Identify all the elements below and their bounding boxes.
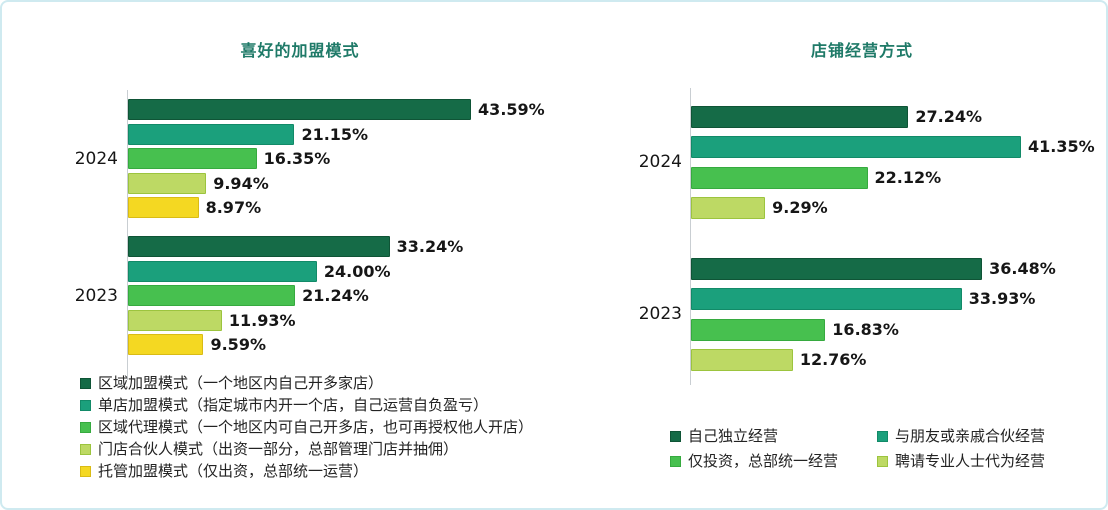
legend-swatch bbox=[80, 421, 91, 433]
value-label: 9.94% bbox=[213, 173, 269, 193]
value-label: 9.29% bbox=[772, 197, 828, 217]
legend-item: 自己独立经营 bbox=[670, 428, 877, 444]
legend-swatch bbox=[877, 430, 888, 442]
legend-swatch bbox=[877, 455, 888, 467]
bar-segment bbox=[128, 99, 472, 120]
legend-item-label: 门店合伙人模式（出资一部分，总部管理门店并抽佣） bbox=[98, 440, 459, 458]
bar-segment bbox=[691, 257, 983, 280]
bar-segment bbox=[691, 288, 962, 311]
legend-item: 托管加盟模式（仅出资，总部统一运营） bbox=[80, 460, 533, 482]
bar-segment bbox=[691, 196, 766, 219]
bar-segment bbox=[691, 106, 909, 128]
legend-item-label: 与朋友或亲戚合伙经营 bbox=[895, 427, 1046, 445]
legend-item: 聘请专业人士代为经营 bbox=[877, 453, 1045, 469]
year-label: 2023 bbox=[74, 285, 118, 306]
bar-segment bbox=[128, 123, 295, 145]
value-label: 43.59% bbox=[478, 100, 545, 119]
legend-item: 区域代理模式（一个地区内可自己开多店，也可再授权他人开店） bbox=[80, 416, 533, 438]
value-label: 36.48% bbox=[989, 258, 1056, 278]
legend-item-label: 仅投资，总部统一经营 bbox=[688, 452, 839, 470]
value-label: 27.24% bbox=[915, 107, 983, 126]
value-label: 8.97% bbox=[205, 198, 262, 217]
chart-title-store-operation: 店铺经营方式 bbox=[810, 41, 913, 60]
legend-swatch bbox=[670, 430, 681, 442]
value-label: 24.00% bbox=[323, 261, 391, 281]
value-label: 22.12% bbox=[874, 167, 942, 187]
bar-segment bbox=[691, 318, 826, 341]
legend-item-label: 聘请专业人士代为经营 bbox=[895, 452, 1046, 470]
legend-item: 仅投资，总部统一经营 bbox=[670, 453, 877, 469]
chart-title-franchise-model: 喜好的加盟模式 bbox=[240, 41, 360, 60]
legend-swatch bbox=[80, 377, 91, 389]
y-axis-line bbox=[690, 88, 691, 385]
value-label: 16.35% bbox=[263, 149, 331, 168]
value-label: 33.24% bbox=[396, 237, 464, 256]
legend-item-label: 区域加盟模式（一个地区内自己开多家店） bbox=[98, 374, 384, 392]
bar-segment bbox=[691, 166, 868, 189]
legend-item-label: 自己独立经营 bbox=[688, 427, 779, 445]
value-label: 33.93% bbox=[968, 289, 1036, 309]
legend-item-label: 托管加盟模式（仅出资，总部统一运营） bbox=[98, 462, 369, 480]
legend-swatch bbox=[80, 443, 91, 455]
value-label: 9.59% bbox=[210, 335, 266, 354]
value-label: 16.83% bbox=[832, 319, 899, 339]
bar-segment bbox=[128, 148, 257, 169]
legend-swatch bbox=[80, 399, 91, 411]
legend: 自己独立经营 与朋友或亲戚合伙经营仅投资，总部统一经营 聘请专业人士代为经营 bbox=[670, 428, 1045, 469]
legend-item: 区域加盟模式（一个地区内自己开多家店） bbox=[80, 372, 533, 394]
legend-item: 与朋友或亲戚合伙经营 bbox=[877, 428, 1045, 444]
legend-item: 门店合伙人模式（出资一部分，总部管理门店并抽佣） bbox=[80, 438, 533, 460]
year-label: 2023 bbox=[638, 304, 682, 325]
value-label: 11.93% bbox=[228, 310, 296, 330]
value-label: 41.35% bbox=[1027, 137, 1095, 157]
legend-swatch bbox=[670, 455, 681, 467]
bar-segment bbox=[128, 236, 390, 257]
bar-segment bbox=[128, 309, 222, 331]
legend-item-label: 单店加盟模式（指定城市内开一个店，自己运营自负盈亏） bbox=[98, 396, 489, 414]
value-label: 12.76% bbox=[799, 349, 867, 369]
year-label: 2024 bbox=[638, 152, 682, 173]
bar-segment bbox=[128, 260, 317, 282]
bar-segment bbox=[128, 172, 207, 194]
legend-item-label: 区域代理模式（一个地区内可自己开多店，也可再授权他人开店） bbox=[98, 418, 534, 436]
bar-segment bbox=[128, 197, 199, 218]
year-label: 2024 bbox=[74, 148, 118, 169]
bar-segment bbox=[128, 285, 296, 306]
value-label: 21.15% bbox=[301, 124, 369, 144]
legend-swatch bbox=[80, 465, 91, 477]
bar-segment bbox=[128, 334, 204, 355]
bar-segment bbox=[691, 348, 793, 371]
y-axis-line bbox=[127, 90, 128, 380]
legend: 区域加盟模式（一个地区内自己开多家店） 单店加盟模式（指定城市内开一个店，自己运营… bbox=[80, 372, 533, 482]
value-label: 21.24% bbox=[302, 286, 369, 305]
legend-item: 单店加盟模式（指定城市内开一个店，自己运营自负盈亏） bbox=[80, 394, 533, 416]
bar-segment bbox=[691, 136, 1021, 159]
